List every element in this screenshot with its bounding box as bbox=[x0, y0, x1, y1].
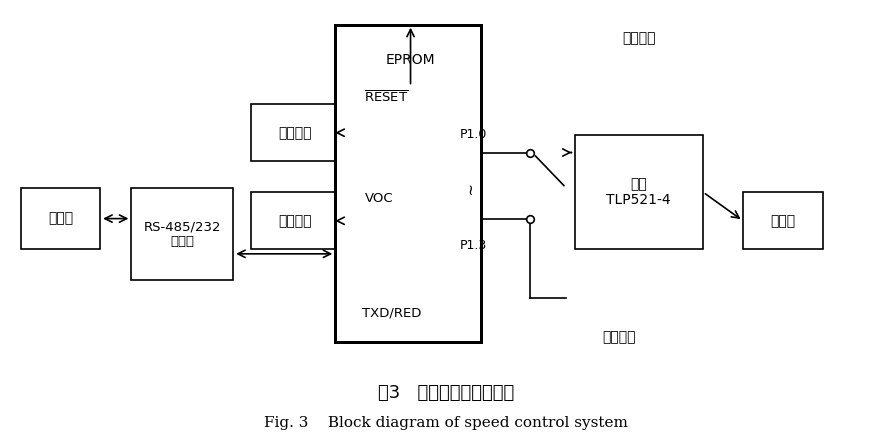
Text: Fig. 3    Block diagram of speed control system: Fig. 3 Block diagram of speed control sy… bbox=[264, 417, 628, 430]
Text: RS-485/232
收发器: RS-485/232 收发器 bbox=[144, 220, 221, 248]
Text: $\mathit{\wr}$: $\mathit{\wr}$ bbox=[467, 183, 474, 198]
Text: $\overline{\mathrm{RESET}}$: $\overline{\mathrm{RESET}}$ bbox=[365, 90, 409, 105]
Text: VOC: VOC bbox=[365, 192, 393, 205]
Text: P1.3: P1.3 bbox=[460, 239, 487, 252]
Text: EPROM: EPROM bbox=[385, 53, 435, 67]
FancyBboxPatch shape bbox=[251, 192, 340, 249]
Text: 光耦
TLP521-4: 光耦 TLP521-4 bbox=[607, 177, 671, 207]
Text: 复位电路: 复位电路 bbox=[278, 126, 312, 140]
Text: TXD/RED: TXD/RED bbox=[362, 307, 421, 320]
Text: 工控机: 工控机 bbox=[48, 211, 73, 226]
Text: 直接输出: 直接输出 bbox=[602, 330, 636, 344]
Text: 光耦输出: 光耦输出 bbox=[623, 31, 656, 45]
Text: 电源模块: 电源模块 bbox=[278, 214, 312, 228]
FancyBboxPatch shape bbox=[371, 33, 450, 87]
FancyBboxPatch shape bbox=[335, 25, 482, 342]
FancyBboxPatch shape bbox=[21, 188, 100, 249]
Text: 图3   速度控制器系统框图: 图3 速度控制器系统框图 bbox=[378, 384, 514, 401]
FancyBboxPatch shape bbox=[574, 135, 703, 249]
FancyBboxPatch shape bbox=[743, 192, 822, 249]
Text: P1.0: P1.0 bbox=[460, 128, 488, 141]
FancyBboxPatch shape bbox=[251, 104, 340, 161]
Text: 电动机: 电动机 bbox=[771, 214, 796, 228]
FancyBboxPatch shape bbox=[131, 188, 233, 280]
